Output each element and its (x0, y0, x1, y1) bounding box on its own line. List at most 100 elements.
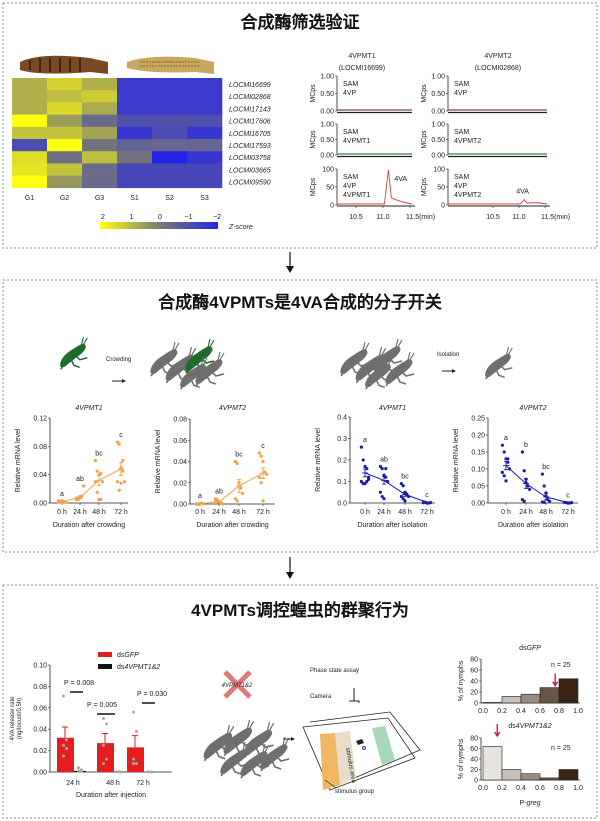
error-bar (59, 500, 65, 503)
y-axis-label: Relative mRNA level (155, 429, 162, 493)
heatmap-cell (12, 90, 48, 103)
y-tick-label: 0.15 (471, 450, 485, 457)
y-tick-label: 0.04 (33, 727, 47, 734)
data-point (520, 450, 525, 454)
heatmap-row-label: LOCMI17593 (229, 143, 271, 150)
data-point (500, 470, 504, 474)
histogram-bar (558, 769, 579, 781)
x-tick-label: 0.4 (516, 708, 526, 715)
heatmap-column-label: S2 (165, 195, 174, 202)
y-tick-label: 0.04 (33, 472, 47, 479)
x-tick-label: 0 h (360, 509, 370, 516)
y-tick-label: 100 (433, 167, 445, 174)
y-tick-label: 80 (470, 736, 478, 743)
data-point (121, 458, 125, 463)
heatmap-cell (187, 102, 223, 115)
heatmap-cell (152, 90, 188, 103)
sample-label: 4VPMT2 (454, 192, 481, 199)
data-point (77, 766, 80, 770)
heatmap-cell (82, 78, 118, 91)
data-point (101, 480, 105, 484)
data-point (380, 467, 384, 471)
y-tick-label: 1.00 (431, 74, 445, 81)
legend-swatch (98, 652, 112, 657)
significance-letter: c (261, 443, 265, 450)
data-point (502, 450, 506, 454)
y-tick-label: 0.10 (471, 467, 485, 474)
scatter-chart-isol-4vpmt1: 4VPMT1 0.0 0.1 0.2 0.3 0.4 Relative mRNA level… (315, 405, 435, 529)
x-tick-label: 0.4 (516, 785, 526, 792)
heatmap-column-label: G3 (95, 195, 104, 202)
data-point (401, 484, 405, 488)
camera-label: Camera (310, 694, 332, 700)
sample-label: SAM (454, 174, 469, 181)
data-point (401, 497, 405, 501)
legend-name: GFP (124, 652, 139, 659)
data-point (132, 757, 135, 761)
y-tick-label: 0.06 (173, 438, 187, 445)
data-point (365, 479, 369, 484)
significance-letter: bc (235, 452, 243, 459)
significance-letter: ab (76, 476, 84, 483)
data-point (367, 475, 371, 479)
data-point (120, 770, 123, 774)
x-tick-label: 0 h (57, 509, 67, 516)
data-point (399, 494, 403, 499)
x-tick-label: 0.6 (535, 708, 545, 715)
significance-letter: bc (401, 474, 409, 481)
data-point (259, 454, 263, 458)
histogram-title: dsGFP (519, 645, 541, 652)
heatmap-cell (152, 139, 188, 152)
heatmap-column-label: G1 (25, 195, 34, 202)
data-point (384, 467, 388, 471)
error-bar (260, 467, 266, 479)
data-point (65, 738, 68, 742)
center-marker (362, 746, 366, 750)
release-rate-chart: 0.00 0.02 0.04 0.06 0.08 0.10 4VA release rate… (10, 652, 172, 799)
data-point (257, 451, 261, 455)
crowding-label: Crowding (106, 357, 131, 363)
data-point (259, 481, 263, 485)
error-bar (236, 479, 242, 493)
significance-letter: c (119, 432, 123, 439)
y-axis-label: MCps (310, 84, 317, 103)
data-point (93, 458, 97, 463)
trace-line (337, 169, 413, 205)
x-tick-label: 0 h (195, 509, 205, 516)
y-tick-label: 0.50 (431, 91, 445, 98)
heatmap-cell (117, 102, 153, 115)
bar (97, 743, 114, 772)
section-title-switch: 合成酶4VPMTs是4VA合成的分子开关 (158, 292, 442, 312)
chart-title: 4VPMT2 (219, 405, 246, 412)
error-bar (503, 461, 509, 471)
solitarious-femur-image (127, 56, 214, 74)
error-bar (102, 732, 108, 744)
y-axis-label: (ng/locust/0.5h) (17, 698, 23, 739)
mean-line (61, 468, 122, 503)
mrna-charts: 4VPMT1 0.00 0.04 0.08 0.12 Relative mRNA leve… (15, 405, 578, 529)
sample-label: 4VP (454, 183, 468, 190)
single-locust-icon (484, 346, 514, 380)
sample-label: 4VP (343, 90, 357, 97)
x-tick-label: 24 h (73, 509, 87, 516)
y-tick-label: 0.00 (320, 109, 334, 116)
mean-arrow-icon (494, 724, 501, 738)
sample-label: SAM (343, 174, 358, 181)
error-bar (132, 735, 138, 748)
trace-line (448, 199, 548, 205)
heatmap-row-label: LOCMI16705 (229, 131, 271, 138)
data-point (115, 480, 119, 484)
y-axis-label: % of nymphs (458, 660, 465, 701)
error-bar (216, 500, 222, 504)
isolation-label: Isolation (437, 352, 459, 358)
y-tick-label: 40 (470, 679, 478, 686)
y-axis-label: MCps (421, 130, 428, 149)
heatmap-column-label: S3 (200, 195, 209, 202)
y-tick-label: 0.3 (337, 436, 347, 443)
heatmap-cell (12, 163, 48, 176)
y-tick-label: 0.2 (337, 458, 347, 465)
data-point (241, 491, 245, 495)
